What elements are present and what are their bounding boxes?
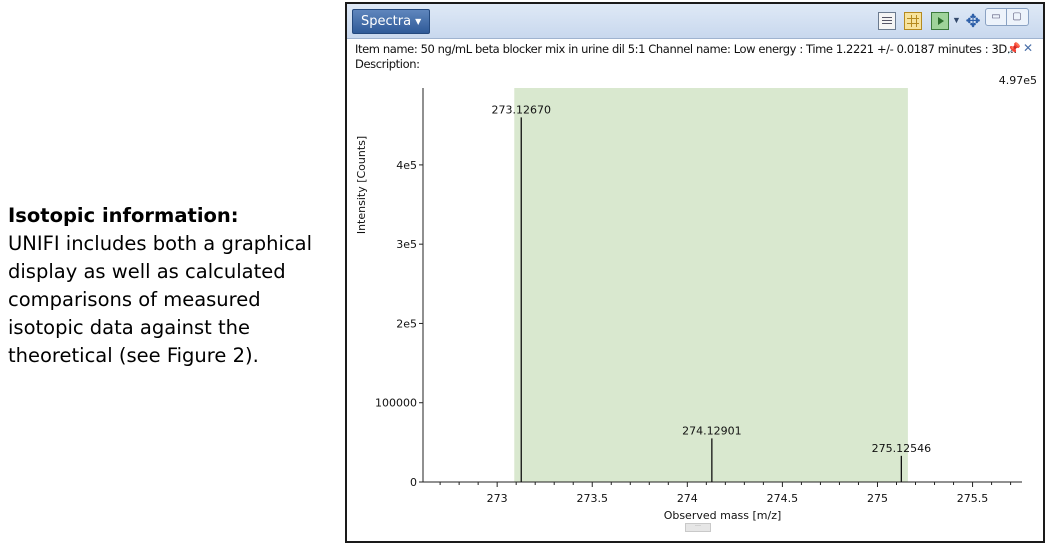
x-tick-label: 275 xyxy=(867,492,888,505)
spectrum-chart: 0 100000 2e5 3e5 4e5 273 273.5 274 274.5 275 275.5… xyxy=(355,74,1037,522)
peak-label: 275.12546 xyxy=(872,442,932,455)
x-tick-label: 273 xyxy=(487,492,508,505)
spectra-tab-dropdown[interactable]: Spectra ▼ xyxy=(352,9,431,34)
dropdown-caret-icon[interactable]: ▼ xyxy=(952,15,961,25)
item-name-line: Item name: 50 ng/mL beta blocker mix in … xyxy=(355,42,1017,56)
x-tick-label: 274 xyxy=(677,492,698,505)
x-tick-label: 275.5 xyxy=(957,492,989,505)
close-icon[interactable]: ✕ xyxy=(1023,41,1034,55)
pin-icon[interactable]: 📌 xyxy=(1007,43,1021,55)
max-intensity-label: 4.97e5 xyxy=(999,74,1037,87)
scroll-grip[interactable]: ··· xyxy=(685,523,711,532)
report-icon[interactable] xyxy=(878,12,896,30)
window-controls: ▭ ▢ xyxy=(985,8,1029,26)
table-icon[interactable] xyxy=(904,12,922,30)
y-tick-label: 3e5 xyxy=(396,238,417,251)
y-tick-label: 100000 xyxy=(375,397,417,410)
isotope-highlight-band xyxy=(514,88,908,482)
spectra-tab-label: Spectra xyxy=(361,14,412,29)
x-tick-label: 273.5 xyxy=(576,492,608,505)
spectra-window: Spectra ▼ ▼ ✥ ▭ ▢ Item name: 50 ng/mL bet… xyxy=(345,2,1045,543)
y-tick-label: 2e5 xyxy=(396,317,417,330)
peak-label: 274.12901 xyxy=(682,424,742,437)
spectra-toolbar: Spectra ▼ ▼ ✥ ▭ ▢ xyxy=(347,4,1043,39)
minimize-icon[interactable]: ▭ xyxy=(986,9,1007,25)
caption-body: UNIFI includes both a graphical display … xyxy=(8,232,313,367)
move-icon[interactable]: ✥ xyxy=(965,11,981,31)
x-axis-label: Observed mass [m/z] xyxy=(664,509,782,522)
y-tick-label: 4e5 xyxy=(396,159,417,172)
peak-label: 273.12670 xyxy=(492,103,552,116)
export-icon[interactable] xyxy=(931,12,949,30)
y-tick-label: 0 xyxy=(410,476,417,489)
y-axis-label: Intensity [Counts] xyxy=(355,136,368,234)
caption-title: Isotopic information: xyxy=(8,204,239,227)
chevron-down-icon: ▼ xyxy=(415,17,422,26)
description-label: Description: xyxy=(355,57,420,71)
restore-icon[interactable]: ▢ xyxy=(1012,11,1022,22)
x-tick-label: 274.5 xyxy=(767,492,799,505)
caption-text-block: Isotopic information: UNIFI includes bot… xyxy=(8,202,328,370)
spectrum-info: Item name: 50 ng/mL beta blocker mix in … xyxy=(355,42,1033,72)
